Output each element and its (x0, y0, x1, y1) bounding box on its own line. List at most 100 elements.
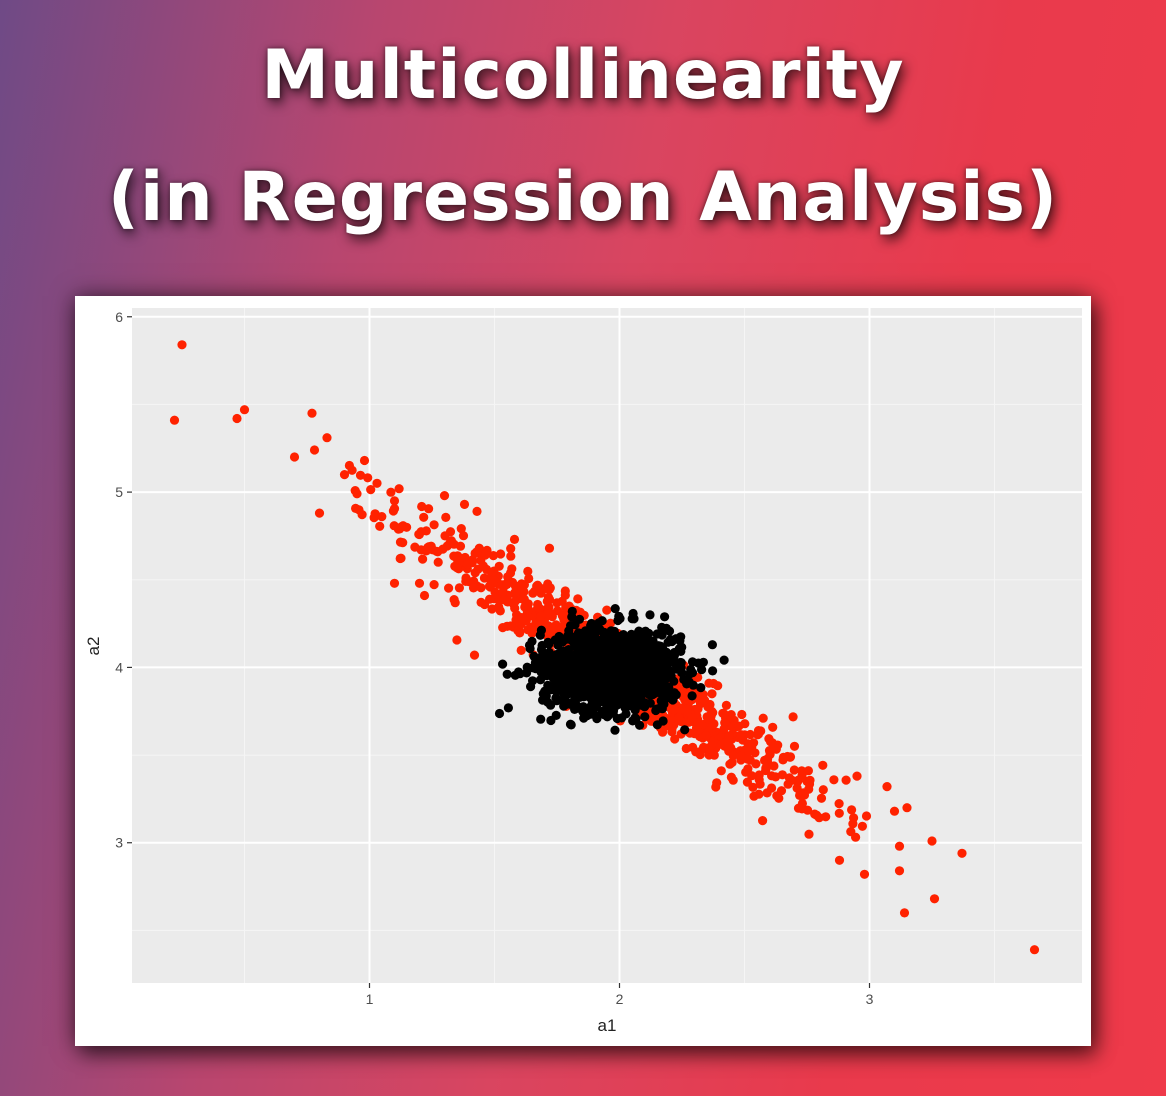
red-point (693, 704, 703, 714)
black-point (498, 659, 508, 669)
red-point (506, 621, 516, 631)
red-point (798, 788, 809, 798)
red-point (674, 713, 684, 723)
red-point (787, 775, 797, 785)
x-tick-label: 1 (366, 991, 374, 1007)
red-point (749, 738, 759, 748)
red-point (468, 583, 479, 593)
black-point (626, 629, 637, 639)
red-point (701, 730, 711, 740)
red-point (557, 611, 567, 621)
black-point (562, 681, 572, 691)
red-point (670, 734, 680, 744)
black-point (631, 714, 641, 724)
red-point (902, 803, 912, 813)
red-point (445, 527, 456, 537)
black-point (565, 719, 576, 729)
red-point (523, 566, 533, 576)
red-point (389, 521, 399, 531)
red-point (508, 599, 518, 609)
black-point (688, 680, 698, 690)
red-point (841, 775, 851, 785)
black-point (592, 636, 602, 646)
black-point (614, 611, 624, 621)
red-point (239, 405, 250, 415)
red-point (755, 779, 765, 789)
black-point (513, 667, 524, 677)
black-point (646, 655, 656, 665)
black-point (614, 658, 624, 668)
black-point (666, 671, 676, 681)
red-point (418, 554, 428, 564)
red-point (433, 547, 443, 557)
black-point (643, 674, 653, 684)
red-point (713, 681, 723, 691)
red-point (429, 580, 439, 590)
black-point (638, 627, 649, 637)
black-point (621, 690, 631, 700)
red-point (605, 618, 616, 628)
black-point (652, 629, 662, 639)
black-point (540, 686, 550, 696)
red-point (289, 452, 300, 462)
black-point (612, 684, 622, 694)
black-point (588, 672, 598, 682)
red-point (814, 813, 824, 823)
red-point (1029, 945, 1040, 955)
x-tick-label: 3 (866, 991, 874, 1007)
black-point (564, 633, 574, 644)
red-point (419, 512, 429, 522)
x-axis-label: a1 (598, 1016, 617, 1035)
black-point (585, 627, 595, 637)
black-point (571, 658, 581, 669)
red-point (834, 808, 844, 818)
chart-card: 1 2 3 3 4 5 6 a1 a2 (75, 296, 1091, 1046)
y-tick-label: 6 (115, 309, 123, 325)
black-point (564, 649, 575, 659)
red-point (724, 731, 734, 741)
red-point (768, 722, 778, 732)
red-point (804, 829, 814, 839)
black-point (645, 610, 655, 620)
black-point (494, 708, 505, 719)
red-point (459, 499, 470, 509)
red-point (449, 551, 459, 561)
red-point (771, 772, 781, 782)
red-point (602, 605, 612, 615)
red-point (758, 713, 768, 723)
red-point (307, 408, 317, 418)
black-point (562, 697, 572, 707)
black-point (558, 659, 568, 669)
red-point (751, 759, 761, 769)
black-point (676, 658, 686, 668)
black-point (652, 664, 663, 674)
scatter-chart: 1 2 3 3 4 5 6 a1 a2 (84, 308, 1082, 1035)
title-line-1: Multicollinearity (261, 36, 905, 115)
black-point (594, 697, 605, 707)
red-point (389, 578, 400, 588)
red-point (762, 757, 772, 767)
red-point (834, 855, 845, 865)
black-point (660, 612, 670, 622)
black-point (605, 702, 615, 712)
red-point (339, 470, 350, 480)
red-point (444, 583, 454, 593)
red-point (541, 583, 551, 593)
red-point (355, 470, 366, 480)
red-point (524, 605, 534, 615)
black-point (707, 640, 718, 650)
red-point (417, 501, 427, 512)
red-point (395, 537, 406, 547)
red-point (789, 741, 800, 751)
red-point (498, 587, 508, 597)
x-tick-label: 2 (616, 991, 624, 1007)
red-point (426, 541, 436, 551)
red-point (363, 473, 373, 483)
red-point (707, 689, 717, 699)
red-point (314, 508, 325, 518)
black-point (579, 652, 589, 662)
black-point (585, 707, 595, 717)
black-point (503, 703, 513, 713)
black-point (677, 642, 687, 652)
red-point (469, 576, 479, 586)
